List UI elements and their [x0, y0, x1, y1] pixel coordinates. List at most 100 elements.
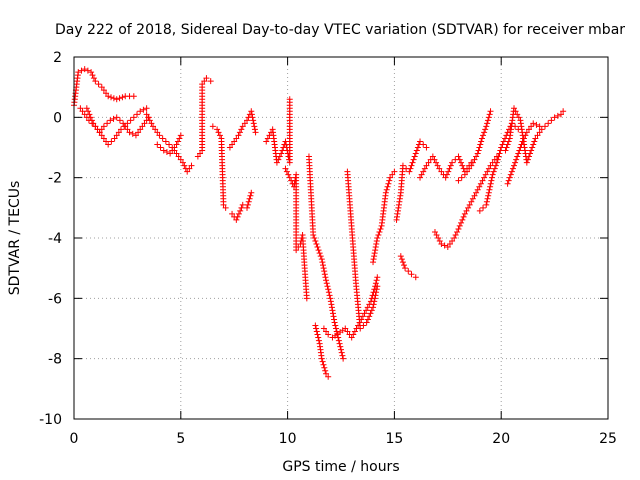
- data-point: [533, 121, 540, 128]
- data-point: [318, 355, 325, 362]
- y-tick-label: -4: [48, 231, 62, 247]
- data-point: [98, 132, 105, 139]
- data-point: [409, 159, 416, 166]
- data-point: [481, 129, 488, 136]
- data-point: [452, 231, 459, 238]
- data-point: [474, 150, 481, 157]
- data-point: [152, 126, 159, 133]
- data-point: [169, 147, 176, 154]
- data-point: [412, 274, 419, 281]
- data-point: [468, 198, 475, 205]
- data-point: [315, 247, 322, 254]
- data-point: [389, 171, 396, 178]
- data-point: [459, 216, 466, 223]
- data-point: [438, 168, 445, 175]
- data-points: [71, 66, 567, 380]
- data-point: [374, 283, 381, 290]
- data-point: [244, 204, 251, 211]
- data-point: [317, 253, 324, 260]
- data-point: [92, 123, 99, 130]
- data-point: [328, 304, 335, 311]
- data-point: [322, 274, 329, 281]
- series-arc-18: [397, 253, 419, 281]
- data-point: [477, 141, 484, 148]
- data-point: [140, 106, 147, 113]
- data-point: [374, 235, 381, 241]
- data-point: [499, 141, 506, 148]
- data-point: [447, 162, 454, 169]
- data-point: [171, 144, 178, 151]
- data-point: [485, 189, 492, 196]
- data-point: [493, 159, 500, 166]
- data-point: [471, 156, 478, 163]
- data-point: [357, 325, 364, 332]
- series-arc-10: [263, 96, 293, 166]
- data-point: [479, 177, 486, 184]
- data-point: [484, 168, 491, 175]
- data-point: [116, 117, 123, 124]
- data-point: [148, 120, 155, 127]
- data-point: [150, 123, 157, 130]
- data-point: [458, 174, 465, 181]
- data-point: [197, 150, 204, 157]
- data-point: [384, 183, 391, 190]
- data-point: [108, 94, 115, 101]
- data-point: [418, 171, 425, 178]
- data-point: [162, 138, 169, 145]
- data-point: [441, 242, 448, 249]
- data-point: [554, 112, 561, 119]
- data-point: [475, 147, 482, 154]
- data-point: [458, 159, 465, 166]
- series-arc-22: [476, 120, 522, 214]
- data-point: [471, 192, 478, 199]
- data-point: [351, 328, 358, 335]
- data-point: [496, 150, 503, 157]
- data-point: [143, 111, 150, 118]
- data-point: [408, 271, 415, 278]
- data-point: [263, 138, 270, 145]
- data-point: [137, 126, 144, 133]
- data-point: [323, 277, 330, 284]
- data-point: [203, 75, 210, 82]
- data-point: [373, 241, 380, 248]
- data-point: [366, 313, 373, 320]
- series-arc-9: [229, 189, 255, 223]
- data-point: [141, 120, 148, 127]
- data-point: [286, 174, 293, 181]
- data-point: [527, 150, 534, 157]
- data-point: [313, 328, 320, 335]
- data-point: [126, 129, 133, 136]
- data-point: [173, 141, 180, 148]
- data-point: [186, 165, 193, 172]
- data-point: [485, 192, 492, 199]
- data-point: [414, 144, 421, 151]
- data-point: [530, 141, 537, 148]
- data-point: [159, 135, 166, 142]
- data-point: [503, 144, 510, 151]
- data-point: [323, 280, 330, 287]
- data-point: [105, 93, 112, 100]
- data-point: [391, 168, 398, 175]
- data-point: [484, 117, 491, 124]
- data-point: [339, 352, 346, 359]
- data-point: [494, 156, 501, 163]
- data-point: [156, 132, 163, 139]
- data-point: [327, 298, 334, 305]
- y-tick-label: -10: [39, 412, 62, 428]
- data-point: [104, 120, 111, 127]
- data-point: [313, 325, 320, 332]
- data-point: [408, 162, 415, 169]
- data-point: [433, 159, 440, 166]
- data-point: [367, 310, 374, 317]
- data-point: [504, 141, 511, 148]
- data-point: [483, 198, 490, 205]
- data-point: [386, 177, 393, 184]
- data-point: [88, 69, 95, 76]
- data-point: [329, 307, 336, 314]
- series-arc-6: [194, 75, 214, 160]
- data-point: [473, 153, 480, 160]
- data-point: [505, 177, 512, 184]
- data-point: [323, 328, 330, 335]
- data-point: [487, 183, 494, 190]
